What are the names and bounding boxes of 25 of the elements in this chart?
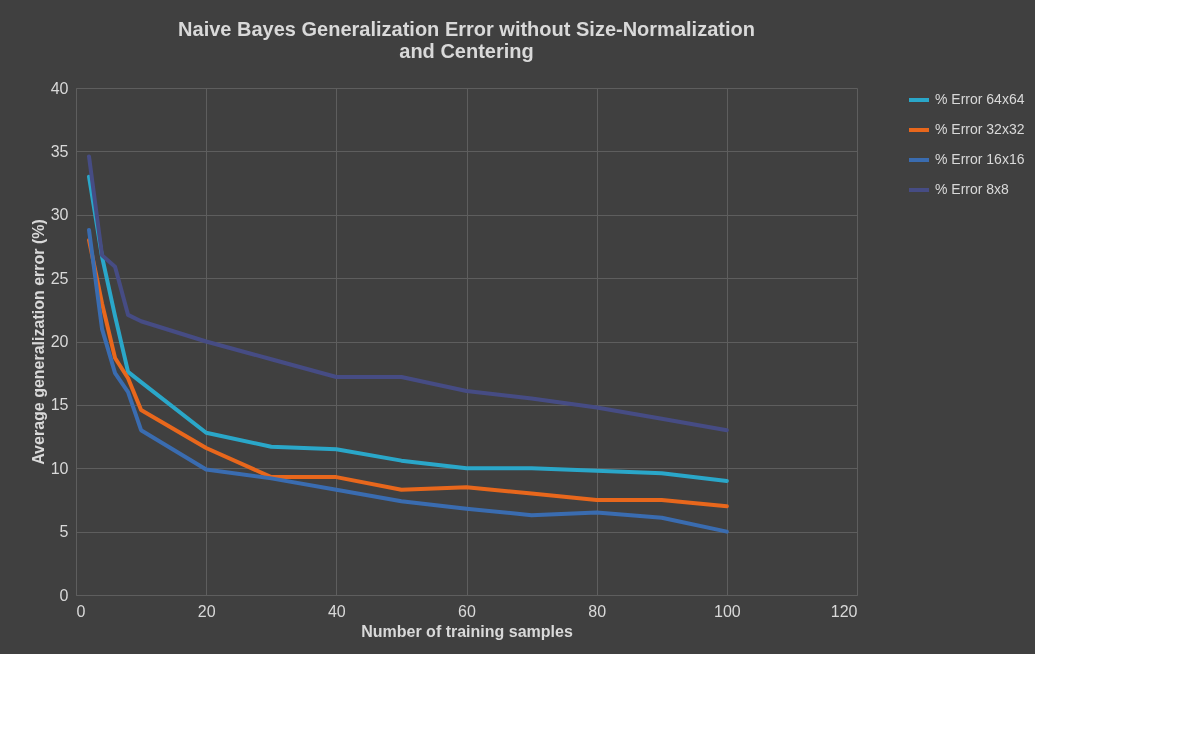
y-tick-label: 25 [50,269,69,287]
x-tick-label: 100 [713,602,741,620]
legend-label: % Error 64x64 [935,91,1025,107]
y-tick-label: 20 [50,333,69,350]
y-tick-label: 40 [50,79,69,97]
y-tick-label: 0 [59,586,69,604]
legend-label: % Error 8x8 [935,181,1010,197]
y-tick-label: 35 [50,142,69,160]
x-tick-label: 80 [588,602,607,620]
x-tick-label: 20 [197,602,216,620]
line-series [87,174,729,483]
x-axis-title: Number of training samples [361,622,573,640]
y-tick-label: 15 [50,396,69,414]
y-tick-label: 30 [50,206,69,224]
legend-label: % Error 32x32 [935,121,1025,137]
chart-title: Naive Bayes Generalization Error without Size-Normalization and Centering [178,18,755,62]
line-series [87,154,729,433]
x-tick-label: 60 [458,602,476,620]
y-tick-label: 10 [50,459,69,477]
legend-label: % Error 16x16 [935,151,1025,167]
x-tick-label: 0 [76,602,86,620]
x-tick-label: 40 [327,602,346,620]
x-tick-label: 120 [830,602,858,620]
y-axis-title: Average generalization error (%) [29,219,47,465]
y-tick-label: 5 [59,523,69,541]
